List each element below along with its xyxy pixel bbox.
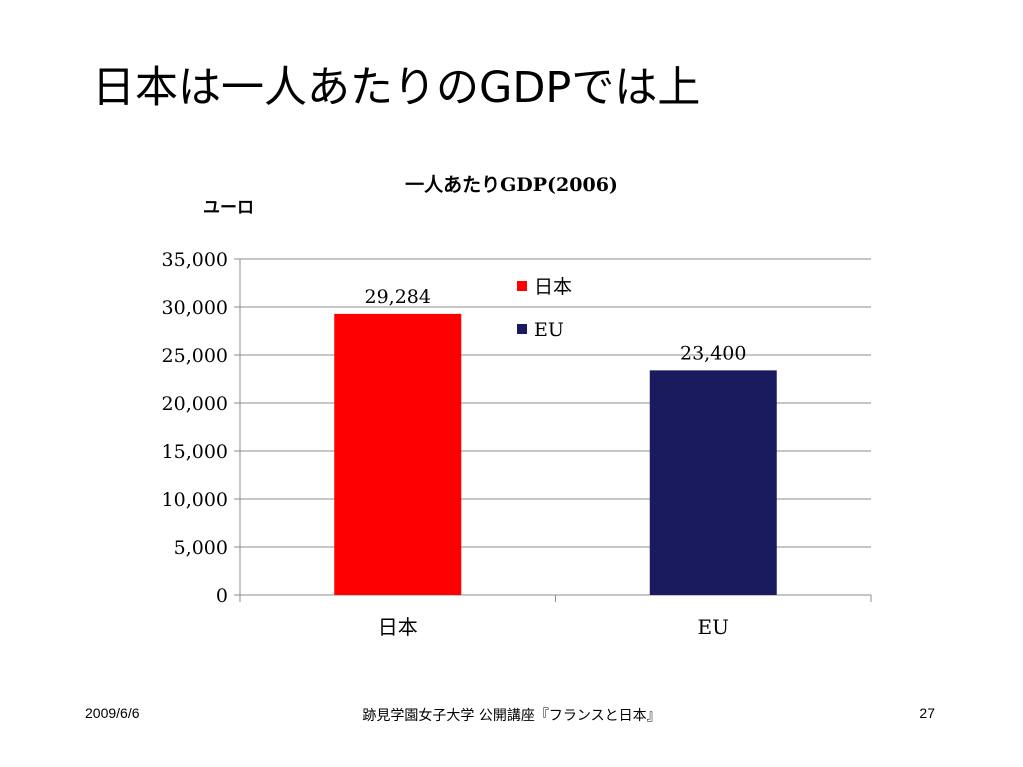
x-tick-label: EU xyxy=(698,615,729,639)
legend-swatch xyxy=(517,281,527,291)
y-tick-label: 20,000 xyxy=(162,393,228,415)
legend-label: EU xyxy=(534,319,564,341)
data-label: 23,400 xyxy=(680,342,746,364)
page-number: 27 xyxy=(919,705,935,721)
y-tick-label: 15,000 xyxy=(162,441,228,463)
y-tick-label: 25,000 xyxy=(162,345,228,367)
slide-title: 日本は一人あたりのGDPでは上 xyxy=(92,63,701,113)
legend-swatch xyxy=(517,324,527,334)
x-tick-label: 日本 xyxy=(378,615,418,639)
y-tick-label: 35,000 xyxy=(162,249,228,271)
footer-course-title: 跡見学園女子大学 公開講座『フランスと日本』 xyxy=(362,708,661,724)
y-tick-label: 0 xyxy=(216,585,228,607)
bar-1 xyxy=(334,313,462,595)
legend-label: 日本 xyxy=(534,276,572,298)
y-tick-label: 30,000 xyxy=(162,297,228,319)
chart-title: 一人あたりGDP(2006) xyxy=(405,174,618,196)
y-axis-unit-label: ユーロ xyxy=(203,198,254,218)
data-label: 29,284 xyxy=(365,286,431,308)
bar-2 xyxy=(649,370,777,595)
footer-date: 2009/6/6 xyxy=(85,705,140,721)
y-tick-label: 5,000 xyxy=(174,537,228,559)
y-tick-label: 10,000 xyxy=(162,489,228,511)
